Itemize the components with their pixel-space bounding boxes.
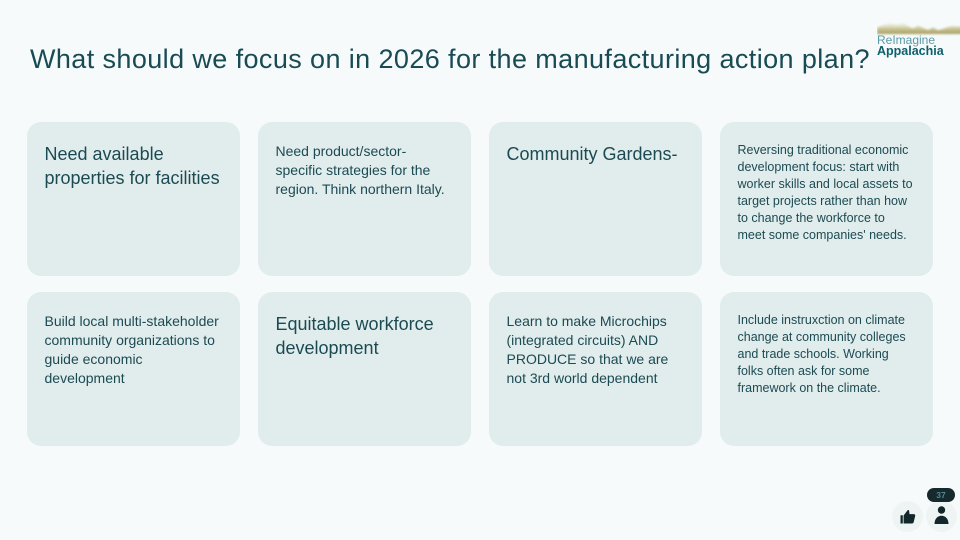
svg-text:Appalachia: Appalachia [877,44,945,58]
